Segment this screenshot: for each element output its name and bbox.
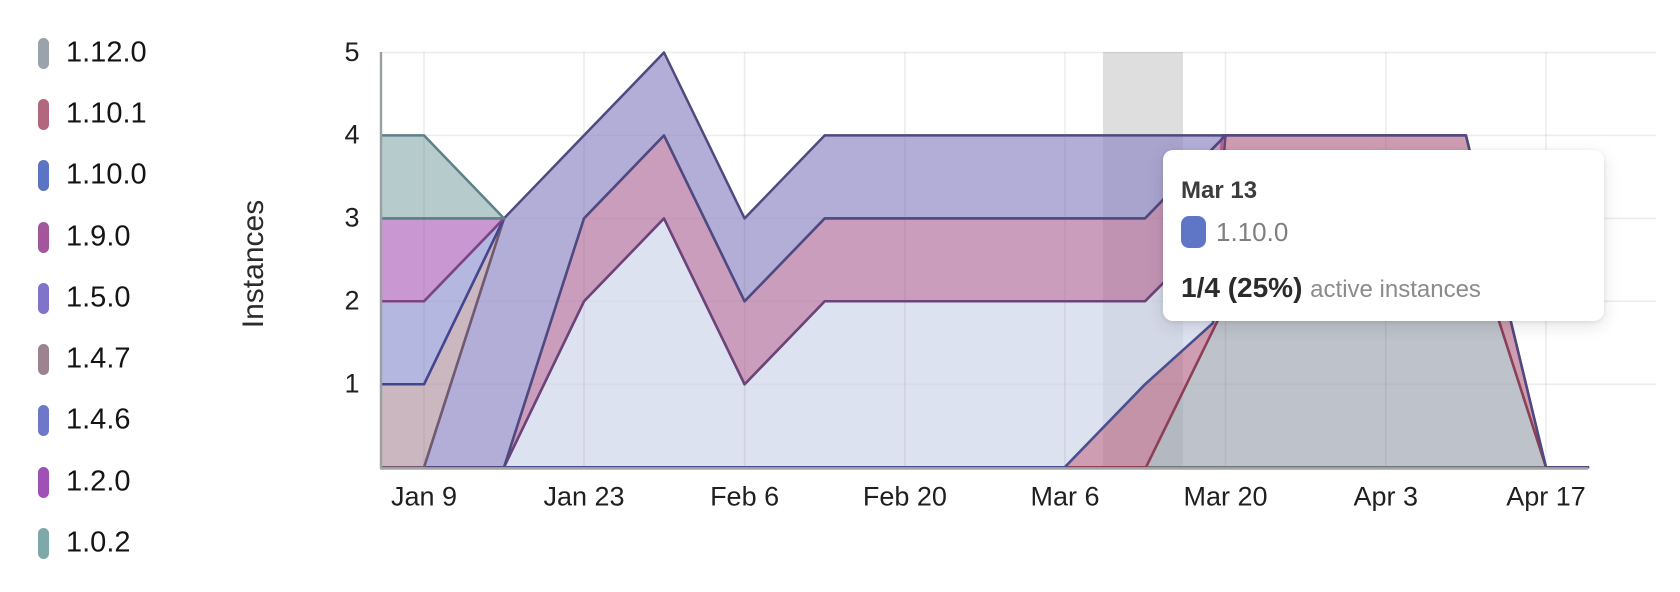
svg-text:2: 2 bbox=[344, 286, 359, 316]
svg-text:Jan 23: Jan 23 bbox=[543, 482, 624, 512]
svg-text:1: 1 bbox=[344, 369, 359, 399]
svg-text:Apr 3: Apr 3 bbox=[1354, 482, 1419, 512]
svg-text:Apr 17: Apr 17 bbox=[1506, 482, 1586, 512]
svg-text:Mar 20: Mar 20 bbox=[1183, 482, 1267, 512]
svg-text:Mar 6: Mar 6 bbox=[1030, 482, 1099, 512]
svg-text:Feb 20: Feb 20 bbox=[863, 482, 947, 512]
svg-text:Feb 6: Feb 6 bbox=[710, 482, 779, 512]
svg-text:5: 5 bbox=[344, 37, 359, 67]
svg-text:Jan 9: Jan 9 bbox=[391, 482, 457, 512]
svg-text:4: 4 bbox=[344, 120, 359, 150]
svg-text:3: 3 bbox=[344, 203, 359, 233]
